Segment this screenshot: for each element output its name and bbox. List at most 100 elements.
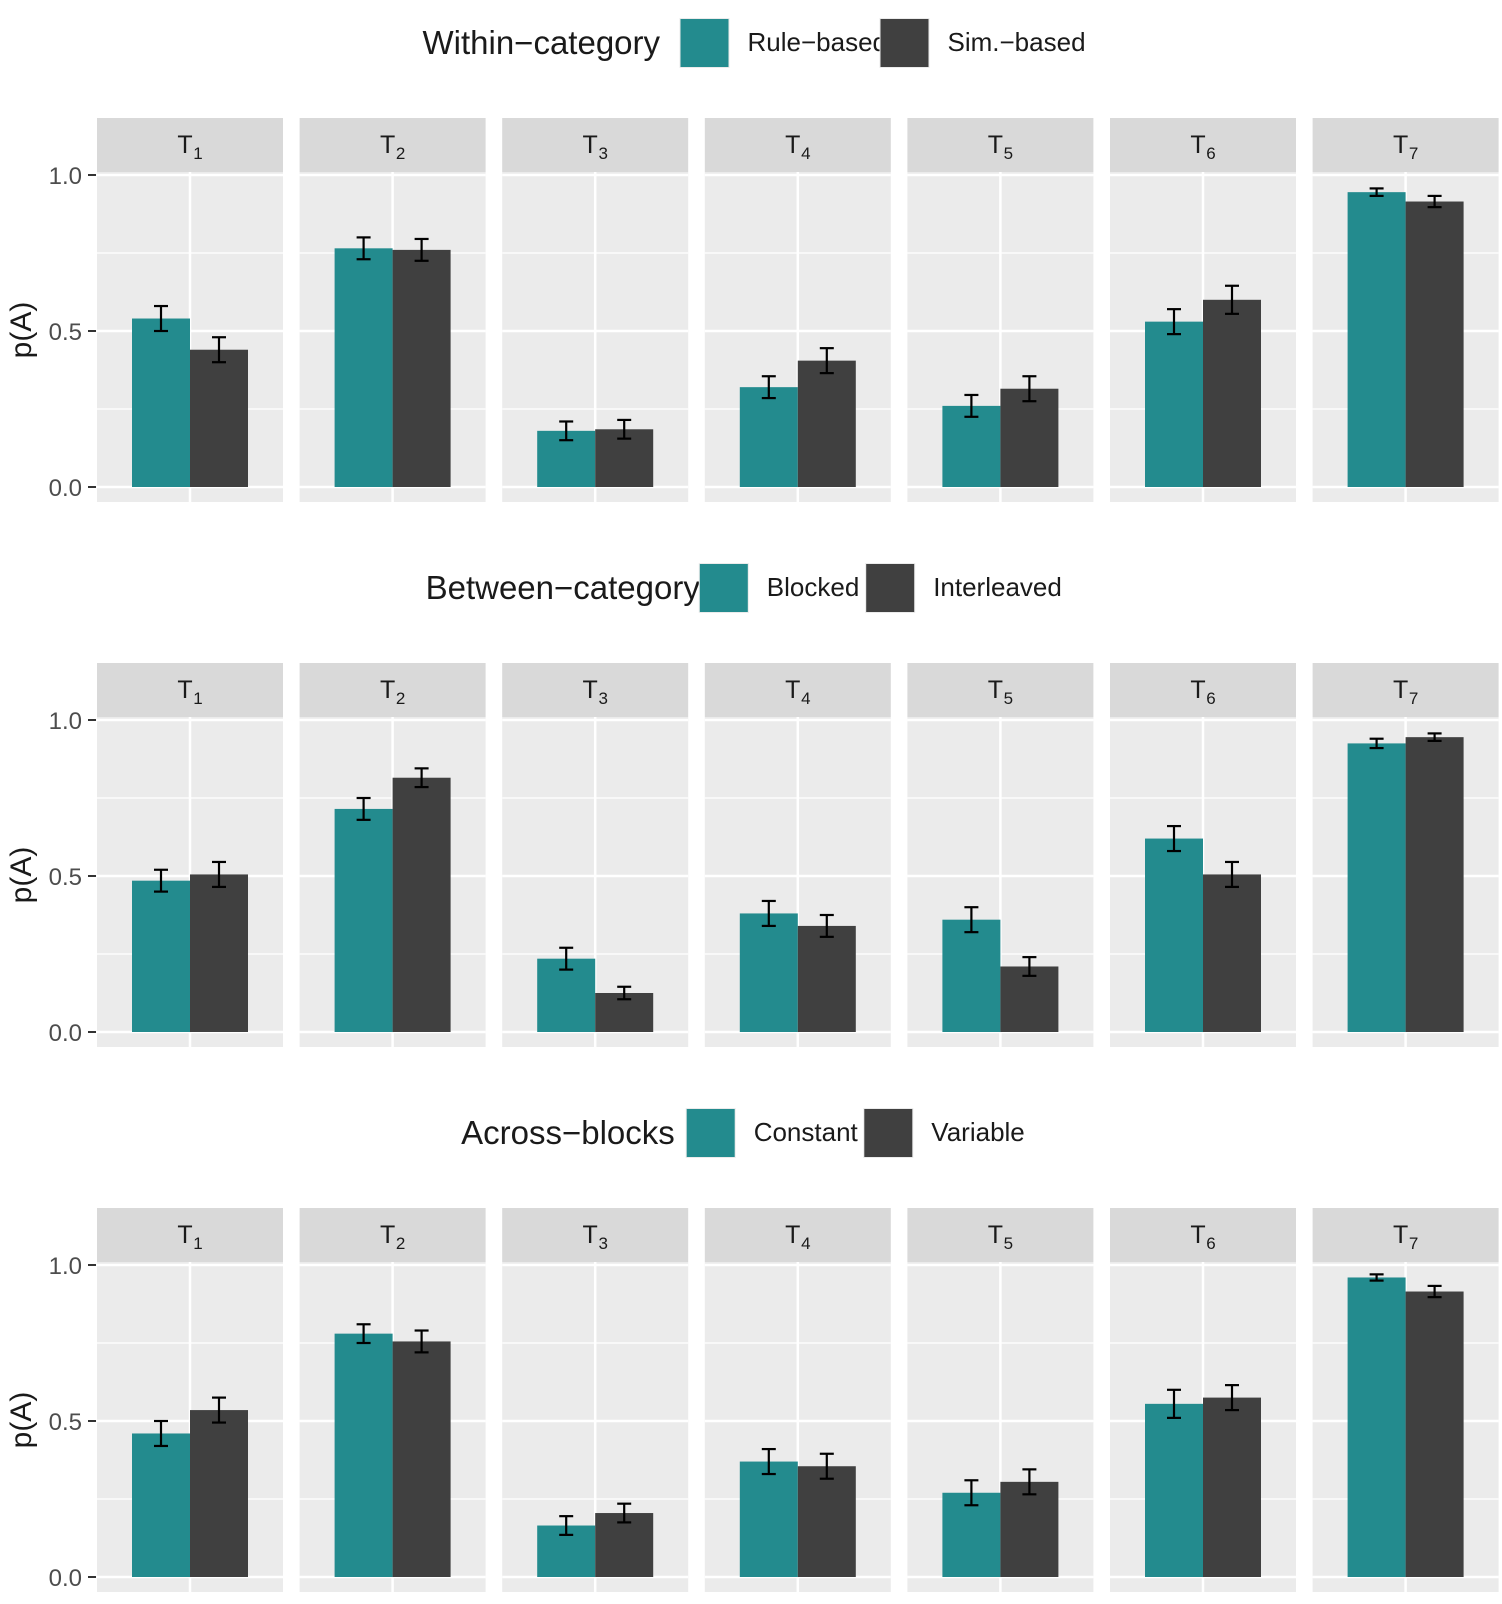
facet-label: T [380,131,395,159]
facet-label-sub: 3 [598,689,607,708]
facet-label-sub: 2 [396,144,405,163]
legend-title: Between−category [426,569,701,606]
error-bar [761,375,776,400]
chart-row-3: Across−blocks Constant Variable p(A) 0.0 0.5 1… [5,1108,1499,1592]
facet-label-sub: 5 [1004,1234,1013,1253]
error-bar [154,868,168,893]
legend-title: Within−category [423,24,661,61]
facet-strip [1312,1208,1499,1262]
bar-series-1 [739,387,798,487]
error-bar [1225,1384,1239,1412]
legend: Within−category Rule−based Sim.−based [423,18,1086,68]
error-bar [356,1323,371,1345]
bar-series-1 [132,880,190,1032]
facet-strip [1110,1208,1296,1262]
facet-label-sub: 3 [598,1234,607,1253]
y-tick-label: 0.5 [49,319,82,346]
legend-swatch-2 [880,19,929,67]
facet-label-sub: 6 [1206,1234,1215,1253]
bar-series-2 [392,249,451,487]
facet-label: T [785,676,800,704]
error-bar [212,860,226,889]
facet-strip [907,1208,1094,1262]
error-bar [154,1419,168,1448]
facet-label: T [1190,131,1205,159]
facet-label-sub: 4 [801,1234,810,1253]
facet-strip [97,1208,283,1262]
bar-series-2 [595,1513,654,1577]
bar-series-2 [1405,201,1464,487]
facet-label: T [177,1221,192,1249]
error-bar [1427,194,1442,209]
legend-swatch-2 [866,564,915,612]
bar-series-2 [392,777,451,1032]
chart-row-2: Between−category Blocked Interleaved p(A) 0.… [5,563,1499,1047]
bar-series-1 [334,248,393,487]
facet-label-sub: 4 [801,144,810,163]
bar-series-2 [1203,299,1261,487]
facet-label: T [988,1221,1003,1249]
facet-label-sub: 7 [1409,1234,1418,1253]
bar-series-1 [132,318,190,487]
bar-series-1 [537,958,596,1032]
y-axis-label: p(A) [5,1392,38,1449]
facet-label: T [988,131,1003,159]
error-bar [964,1479,979,1507]
error-bar [1427,1284,1442,1299]
facet-label-sub: 6 [1206,144,1215,163]
error-bar [559,946,574,971]
facet-label-sub: 1 [193,1234,202,1253]
facet-strip [1312,118,1499,172]
facet-strip [502,1208,689,1262]
bar-series-2 [190,349,248,487]
bar-series-2 [797,925,856,1032]
bar-series-1 [1145,1403,1203,1577]
facet-strip [704,663,891,717]
legend-swatch-1 [680,19,729,67]
legend-label-1: Constant [754,1117,859,1147]
error-bar [414,767,429,789]
error-bar [1167,824,1181,853]
error-bar [559,420,574,442]
error-bar [617,985,632,1001]
error-bar [356,796,371,821]
facet-label: T [785,1221,800,1249]
facet-strip [1110,663,1296,717]
facet-label-sub: 1 [193,689,202,708]
facet-label: T [177,676,192,704]
facet-label-sub: 7 [1409,144,1418,163]
facet-strip [704,118,891,172]
bar-series-2 [392,1341,451,1577]
facet-label: T [380,676,395,704]
y-tick-label: 0.0 [49,1565,82,1592]
bar-series-2 [1000,966,1059,1032]
bar-series-1 [942,405,1001,487]
bar-series-1 [132,1433,190,1577]
legend-label-2: Sim.−based [948,27,1086,57]
facet-strip [907,118,1094,172]
bar-series-1 [334,1333,393,1577]
legend-label-2: Variable [931,1117,1024,1147]
facet-strip [299,663,486,717]
error-bar [1167,1388,1181,1419]
error-bar [1225,284,1239,315]
facet-label-sub: 7 [1409,689,1418,708]
facet-label: T [1190,1221,1205,1249]
error-bar [964,906,979,934]
bar-series-2 [1405,737,1464,1032]
bar-series-1 [739,913,798,1032]
legend-swatch-2 [864,1109,913,1157]
error-bar [1022,1468,1037,1496]
facet-label: T [1190,676,1205,704]
